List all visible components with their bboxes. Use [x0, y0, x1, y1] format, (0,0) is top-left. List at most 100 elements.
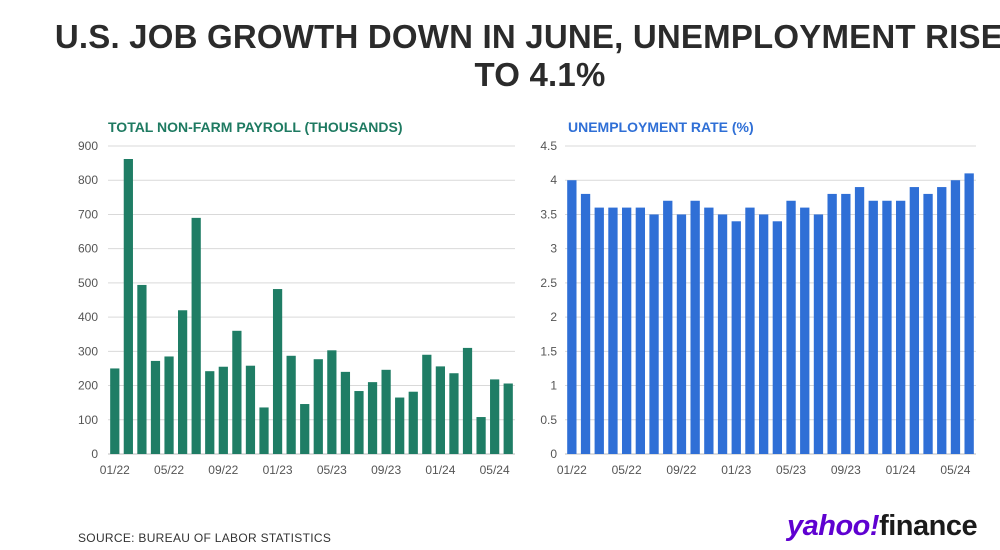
unemployment-bar	[731, 221, 741, 454]
unemployment-bar	[758, 214, 769, 454]
unemployment-bar	[854, 187, 865, 455]
payroll-bar	[395, 397, 405, 454]
unemployment-bar	[621, 207, 632, 454]
payroll-y-tick-label: 800	[78, 173, 98, 187]
unemployment-bar	[745, 207, 755, 454]
payroll-y-tick-label: 0	[91, 447, 98, 461]
page-title: U.S. JOB GROWTH DOWN IN JUNE, UNEMPLOYME…	[54, 18, 1000, 93]
unemployment-bar	[813, 214, 824, 454]
unemployment-x-tick-label: 01/24	[886, 463, 916, 477]
payroll-bar	[300, 404, 310, 454]
payroll-bar	[178, 310, 188, 454]
payroll-bar	[110, 368, 120, 454]
payroll-bar	[422, 354, 432, 454]
payroll-bar	[381, 369, 391, 454]
unemployment-bar	[827, 193, 837, 454]
payroll-bar	[435, 366, 445, 454]
payroll-bar	[354, 391, 364, 454]
payroll-y-tick-label: 300	[78, 344, 98, 358]
payroll-bar	[218, 366, 228, 454]
unemployment-bar	[964, 173, 974, 454]
payroll-bar	[462, 347, 473, 454]
payroll-x-tick-label: 05/22	[154, 463, 184, 477]
payroll-bar	[340, 371, 351, 454]
payroll-bar	[327, 350, 337, 454]
unemployment-chart-title: UNEMPLOYMENT RATE (%)	[568, 119, 754, 135]
payroll-bar	[490, 379, 500, 454]
logo-yahoo: yahoo!	[787, 510, 880, 542]
yahoo-finance-logo: yahoo!finance	[787, 510, 978, 543]
payroll-y-tick-label: 900	[78, 139, 98, 153]
unemployment-bar	[895, 200, 906, 454]
unemployment-bar	[567, 180, 577, 454]
unemployment-bar	[608, 207, 618, 454]
unemployment-bar	[909, 187, 920, 455]
payroll-y-tick-label: 400	[78, 310, 98, 324]
unemployment-y-tick-label: 2	[550, 310, 557, 324]
unemployment-y-tick-label: 3	[550, 242, 557, 256]
payroll-bar	[286, 355, 296, 454]
unemployment-x-tick-label: 05/24	[940, 463, 970, 477]
payroll-y-tick-label: 700	[78, 207, 98, 221]
unemployment-bar	[704, 207, 714, 454]
unemployment-bar	[950, 180, 961, 454]
unemployment-y-tick-label: 1	[550, 379, 557, 393]
unemployment-y-tick-label: 4.5	[540, 139, 557, 153]
payroll-x-tick-label: 09/23	[371, 463, 401, 477]
payroll-bar	[367, 382, 378, 454]
payroll-y-tick-label: 600	[78, 242, 98, 256]
payroll-bar	[205, 371, 215, 454]
unemployment-bar	[580, 193, 591, 454]
unemployment-x-tick-label: 01/22	[557, 463, 587, 477]
payroll-bar	[164, 356, 174, 454]
payroll-bar	[137, 284, 147, 454]
payroll-x-tick-label: 09/22	[208, 463, 238, 477]
unemployment-bar	[841, 193, 851, 454]
logo-finance: finance	[879, 510, 978, 542]
unemployment-bar	[663, 200, 673, 454]
unemployment-x-tick-label: 05/22	[612, 463, 642, 477]
payroll-y-tick-label: 100	[78, 413, 98, 427]
unemployment-y-tick-label: 0.5	[540, 413, 557, 427]
unemployment-bar	[923, 193, 933, 454]
unemployment-y-tick-label: 2.5	[540, 276, 557, 290]
payroll-x-tick-label: 05/24	[480, 463, 510, 477]
unemployment-y-tick-label: 1.5	[540, 344, 557, 358]
payroll-bar	[123, 159, 133, 454]
unemployment-bar	[786, 200, 796, 454]
unemployment-y-tick-label: 0	[550, 447, 557, 461]
payroll-bar	[503, 383, 513, 454]
unemployment-bar	[649, 214, 659, 454]
unemployment-x-tick-label: 09/22	[666, 463, 696, 477]
payroll-bar	[449, 373, 459, 454]
payroll-bar	[232, 330, 242, 454]
source-note: SOURCE: BUREAU OF LABOR STATISTICS	[78, 531, 332, 545]
payroll-x-tick-label: 01/23	[263, 463, 293, 477]
unemployment-bar	[772, 221, 783, 454]
unemployment-bar	[717, 214, 728, 454]
payroll-bar	[150, 360, 161, 454]
unemployment-bar	[676, 214, 687, 454]
unemployment-bar	[937, 187, 947, 455]
payroll-bar	[259, 407, 269, 454]
payroll-bar	[272, 289, 283, 454]
unemployment-bar	[800, 207, 810, 454]
payroll-y-tick-label: 200	[78, 379, 98, 393]
payroll-x-tick-label: 01/24	[425, 463, 455, 477]
payroll-chart-title: TOTAL NON-FARM PAYROLL (THOUSANDS)	[108, 119, 403, 135]
unemployment-x-tick-label: 09/23	[831, 463, 861, 477]
payroll-x-tick-label: 01/22	[100, 463, 130, 477]
unemployment-x-tick-label: 05/23	[776, 463, 806, 477]
unemployment-x-tick-label: 01/23	[721, 463, 751, 477]
unemployment-bar	[868, 200, 878, 454]
payroll-bar	[408, 391, 418, 454]
unemployment-bar	[594, 207, 604, 454]
unemployment-bar	[690, 200, 700, 454]
payroll-bar	[245, 365, 256, 454]
payroll-bar	[313, 359, 323, 454]
unemployment-y-tick-label: 4	[550, 173, 557, 187]
payroll-y-tick-label: 500	[78, 276, 98, 290]
payroll-bar	[476, 417, 486, 454]
unemployment-bar	[635, 207, 646, 454]
